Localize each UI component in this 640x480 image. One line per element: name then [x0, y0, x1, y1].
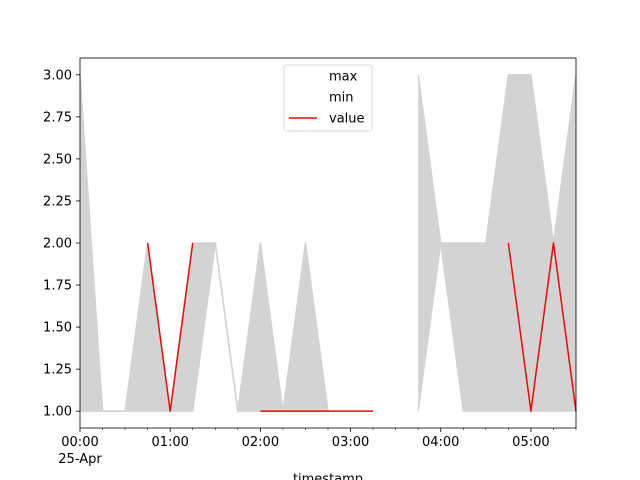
legend: max min value	[283, 64, 373, 132]
x-tick-label: 03:00	[332, 435, 369, 450]
max-line-1	[417, 74, 577, 244]
x-tick-label: 05:00	[512, 435, 549, 450]
x-axis-label: timestamp	[293, 472, 363, 480]
x-tick-sublabel: 25-Apr	[58, 452, 102, 467]
y-tick-label: 2.75	[43, 110, 72, 125]
legend-label-max: max	[329, 70, 358, 85]
value-line-0	[146, 242, 194, 412]
y-tick-label: 1.75	[43, 279, 72, 294]
y-tick-label: 2.25	[43, 194, 72, 209]
min-line-1	[417, 242, 576, 412]
x-tick-label: 00:00	[61, 435, 98, 450]
y-tick-label: 2.00	[43, 237, 72, 252]
x-tick-label: 01:00	[151, 435, 188, 450]
y-tick-label: 3.00	[43, 68, 72, 83]
y-tick-label: 1.50	[43, 321, 72, 336]
x-tick-label: 04:00	[422, 435, 459, 450]
legend-label-min: min	[329, 91, 354, 106]
y-tick-label: 2.50	[43, 152, 72, 167]
y-axis: 1.00 1.25 1.50 1.75 2.00 2.25 2.50 2.75 3.00	[43, 68, 80, 420]
legend-box	[283, 64, 373, 132]
legend-label-value: value	[329, 112, 365, 127]
y-tick-label: 1.25	[43, 363, 72, 378]
value-line-2	[507, 242, 577, 412]
y-tick-label: 1.00	[43, 405, 72, 420]
x-axis: 00:00 25-Apr 01:00 02:00 03:00 04:00 05:00	[58, 428, 577, 467]
plot-area	[79, 74, 577, 412]
x-tick-label: 02:00	[242, 435, 279, 450]
range-fill-1	[418, 74, 576, 412]
